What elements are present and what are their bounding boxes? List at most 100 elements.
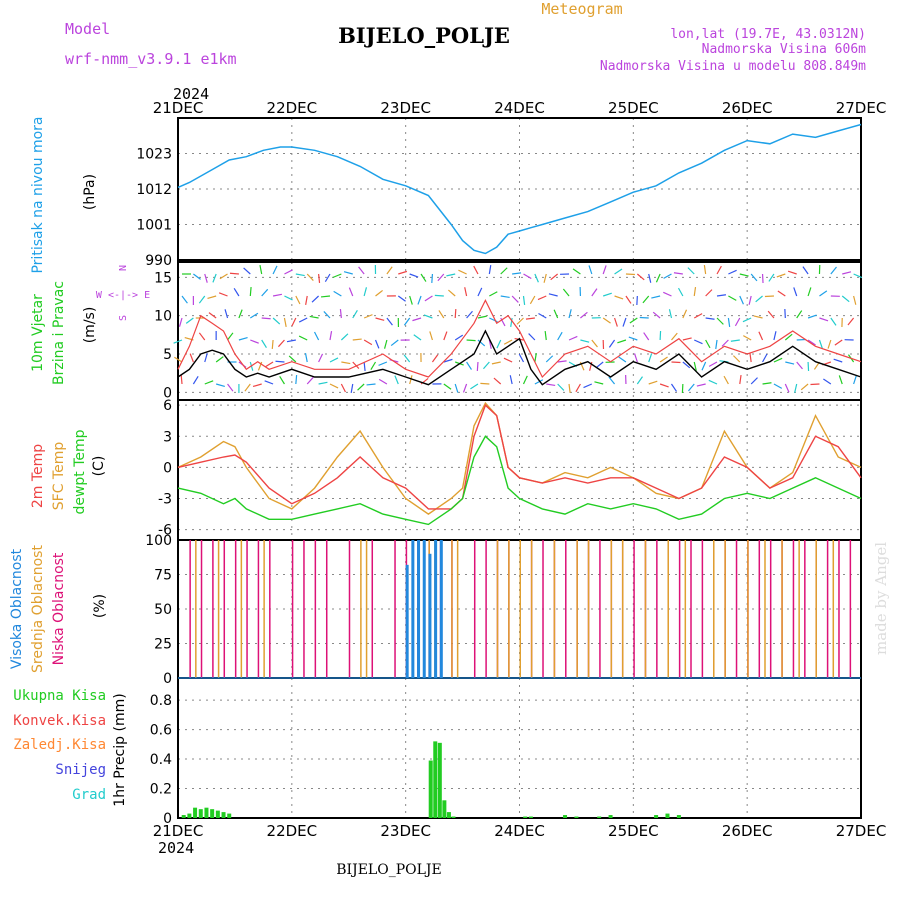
wind-arrow: [614, 295, 624, 300]
wind-arrow: [180, 374, 183, 385]
wind-arrow: [723, 375, 729, 385]
y-tick-label: 0.4: [150, 752, 172, 768]
wind-arrow: [403, 317, 411, 326]
wind-arrow: [673, 272, 683, 275]
wind-arrow: [329, 331, 333, 341]
wind-arrow: [466, 361, 472, 370]
wind-arrow: [730, 339, 740, 342]
wind-arrow: [728, 295, 737, 301]
wind-arrow: [796, 310, 803, 319]
wind-arrow: [622, 317, 627, 327]
wind-arrow: [454, 308, 457, 319]
wind-arrow: [374, 339, 380, 349]
wind-arrow: [819, 290, 828, 297]
wind-arrow: [705, 317, 715, 320]
wind-arrow: [185, 317, 194, 324]
wind-arrow: [742, 317, 752, 323]
wind-arrow: [830, 266, 837, 275]
wind-arrow: [557, 360, 567, 363]
model-value: wrf-nmm_v3.9.1 e1km: [65, 50, 237, 68]
wind-arrow: [708, 361, 718, 367]
x-tick-label-bottom: 26DEC: [722, 822, 773, 840]
wind-arrow: [807, 339, 816, 346]
wind-arrow: [749, 353, 752, 363]
y-tick-label: 10: [154, 309, 172, 325]
wind-arrow: [249, 312, 259, 319]
cloud-bar-srednja: [195, 540, 197, 678]
year-bottom: 2024: [158, 839, 194, 857]
wind-arrow: [648, 273, 652, 283]
wind-arrow: [390, 339, 399, 347]
wind-arrow: [375, 289, 383, 297]
elevation-text: Nadmorska Visina 606m: [702, 42, 867, 57]
precip-bar: [665, 813, 670, 818]
wind-arrow: [431, 354, 439, 363]
wind-arrow: [651, 295, 661, 299]
precip-bar: [676, 815, 681, 818]
wind-arrow: [480, 382, 490, 385]
wind-arrow: [591, 288, 598, 297]
cloud-bar-srednja: [832, 540, 835, 678]
wind-arrow: [543, 273, 547, 283]
y-tick-label: 0: [163, 460, 172, 476]
wind-arrow: [785, 361, 795, 365]
wind-arrow: [434, 294, 444, 297]
wind-arrow: [352, 309, 358, 319]
wind-arrow: [696, 383, 706, 387]
wind-arrow: [340, 383, 346, 393]
x-tick-label-bottom: 24DEC: [494, 822, 545, 840]
wind-arrow: [466, 339, 476, 342]
y-tick-label: 0: [163, 671, 172, 687]
x-tick-label-bottom: 23DEC: [380, 822, 431, 840]
wind-arrow: [219, 273, 228, 280]
footer-station: BIJELO_POLJE: [336, 862, 441, 878]
wind-arrow: [659, 383, 669, 388]
cloud-bar-niska: [633, 540, 635, 678]
wind-arrow: [743, 335, 752, 341]
wind-arrow: [682, 337, 692, 341]
wind-arrow: [324, 273, 331, 283]
wind-arrow: [329, 357, 339, 363]
cloud-bar-niska: [565, 540, 567, 678]
wind-arrow: [464, 287, 468, 297]
wind-arrow: [298, 317, 308, 323]
wind-arrow: [784, 383, 790, 393]
wind-arrow: [454, 334, 464, 341]
wind-arrow: [688, 383, 695, 392]
dewpt-line: [177, 435, 862, 526]
wind-arrow: [534, 273, 539, 283]
wind-arrow: [510, 317, 513, 327]
cloud-unit: (%): [92, 594, 108, 618]
cloud-bar-srednja: [621, 540, 624, 678]
cloud-bar-niska: [735, 540, 738, 678]
wind-arrow: [728, 269, 737, 275]
wind-arrow: [613, 317, 618, 327]
wind-arrow: [670, 383, 678, 392]
wind-arrow: [272, 265, 278, 275]
wind-arrow: [224, 309, 229, 319]
wind-arrow: [758, 331, 764, 341]
wind-arrow: [352, 361, 360, 369]
wind-arrow: [341, 361, 351, 365]
wind-arrow: [261, 317, 271, 320]
wind-arrow: [318, 381, 328, 385]
wind-arrow: [318, 353, 324, 363]
wind-arrow: [491, 361, 501, 365]
wind-arrow: [332, 273, 342, 278]
wind-arrow: [412, 317, 422, 322]
precip-unit: 1hr Precip (mm): [112, 693, 128, 806]
wind-arrow: [306, 376, 314, 385]
wind-arrow: [853, 375, 857, 385]
wind-arrow: [659, 356, 668, 363]
precip-bar: [215, 810, 220, 818]
wind-unit: (m/s): [82, 307, 98, 344]
wind-arrow: [208, 312, 217, 319]
wind-arrow: [525, 317, 535, 320]
watermark: made by Angel: [872, 542, 890, 655]
cloud-bar-niska: [678, 540, 681, 678]
wind-arrow: [500, 295, 510, 299]
cloud-bar-visoka: [439, 540, 443, 678]
wind-arrow: [363, 287, 368, 297]
precip-bar: [221, 812, 226, 818]
wind-arrow: [614, 268, 623, 275]
